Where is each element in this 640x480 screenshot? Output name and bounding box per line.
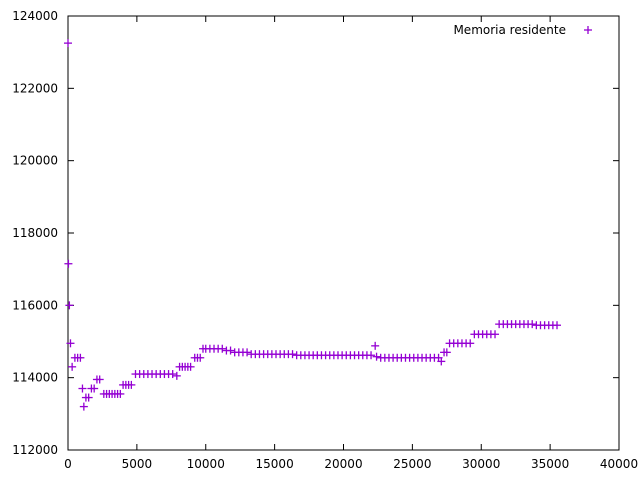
x-tick-label: 0 <box>64 457 72 471</box>
legend-marker <box>584 26 592 34</box>
data-point <box>218 344 227 353</box>
y-tick: 118000 <box>12 226 619 240</box>
y-tick-label: 118000 <box>12 226 58 240</box>
data-point <box>90 384 99 393</box>
data-point <box>66 339 75 348</box>
data-point <box>65 301 74 310</box>
y-tick-label: 116000 <box>12 298 58 312</box>
x-tick: 25000 <box>393 16 431 471</box>
x-tick-label: 30000 <box>462 457 500 471</box>
y-tick: 114000 <box>12 371 619 385</box>
x-tick: 40000 <box>600 16 638 471</box>
data-points <box>64 39 562 411</box>
x-tick-label: 10000 <box>187 457 225 471</box>
data-point <box>367 351 376 360</box>
x-tick-label: 5000 <box>122 457 153 471</box>
x-tick: 35000 <box>531 16 569 471</box>
data-point <box>64 259 73 268</box>
legend: Memoria residente <box>453 23 592 37</box>
data-point <box>226 346 235 355</box>
x-tick-label: 20000 <box>324 457 362 471</box>
data-point <box>168 370 177 379</box>
y-tick: 112000 <box>12 443 619 457</box>
x-tick: 5000 <box>122 16 153 471</box>
x-tick: 10000 <box>187 16 225 471</box>
data-point <box>437 357 446 366</box>
x-tick-label: 15000 <box>256 457 294 471</box>
data-point <box>95 375 104 384</box>
y-tick: 124000 <box>12 9 619 23</box>
x-tick-label: 25000 <box>393 457 431 471</box>
x-tick: 30000 <box>462 16 500 471</box>
y-tick-label: 120000 <box>12 154 58 168</box>
data-point <box>442 348 451 357</box>
data-point <box>288 350 297 359</box>
x-tick: 20000 <box>324 16 363 471</box>
data-point <box>127 380 136 389</box>
data-point <box>528 320 537 329</box>
data-point <box>76 353 85 362</box>
y-tick-label: 122000 <box>12 81 58 95</box>
y-tick-label: 112000 <box>12 443 58 457</box>
y-tick-label: 114000 <box>12 371 58 385</box>
data-point <box>172 371 181 380</box>
plot-frame <box>67 15 620 451</box>
y-tick-label: 124000 <box>12 9 58 23</box>
x-axis: 0 5000 10000 15000 20000 25000 30000 35000 40000 <box>64 16 638 471</box>
data-point <box>79 402 88 411</box>
data-point <box>553 321 562 330</box>
y-axis: 112000 114000 116000 118000 120000 122000 1240… <box>12 9 619 457</box>
data-point <box>64 39 72 48</box>
y-tick: 116000 <box>12 298 619 312</box>
data-point <box>243 348 252 357</box>
y-tick: 120000 <box>12 154 619 168</box>
data-point <box>196 353 205 362</box>
data-point <box>84 393 93 402</box>
x-tick: 0 <box>64 16 72 471</box>
data-point <box>372 352 381 361</box>
data-point <box>68 362 77 371</box>
data-point <box>78 384 87 393</box>
data-point <box>186 362 195 371</box>
legend-label-memoria-residente: Memoria residente <box>453 23 566 37</box>
x-tick-label: 40000 <box>600 457 638 471</box>
data-point <box>491 330 500 339</box>
x-tick-label: 35000 <box>531 457 569 471</box>
x-tick: 15000 <box>256 16 294 471</box>
data-point <box>116 389 125 398</box>
y-tick: 122000 <box>12 81 619 95</box>
data-point <box>371 341 380 350</box>
data-point <box>466 339 475 348</box>
